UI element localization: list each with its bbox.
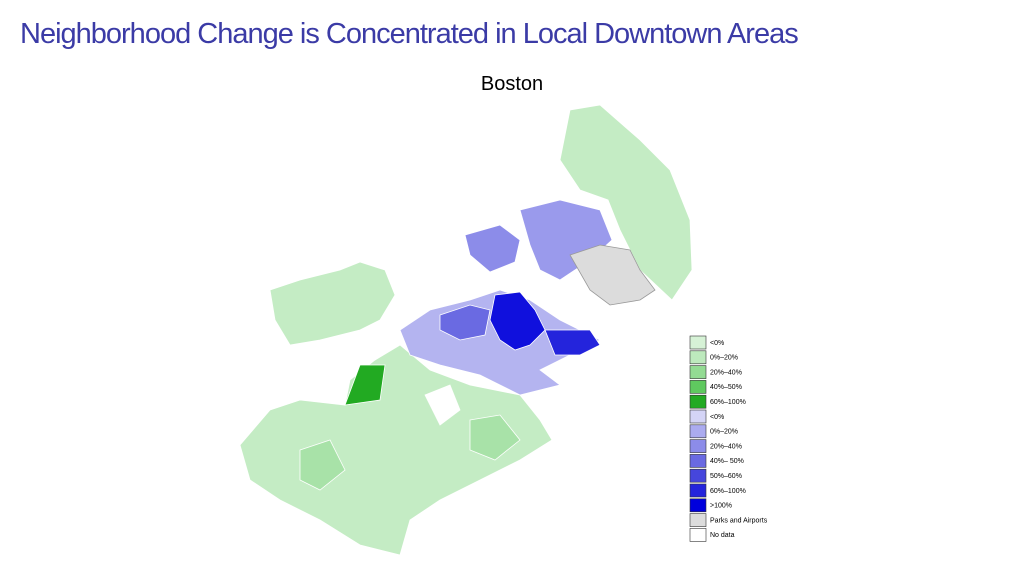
region bbox=[344, 364, 386, 406]
region bbox=[569, 244, 656, 306]
region bbox=[469, 414, 521, 461]
legend-label: <0% bbox=[710, 414, 724, 421]
legend-swatch bbox=[689, 454, 707, 468]
legend-label: <0% bbox=[710, 340, 724, 347]
legend-label: 60%–100% bbox=[710, 488, 746, 495]
legend-label: 20%–40% bbox=[710, 443, 742, 450]
legend-label: 60%–100% bbox=[710, 399, 746, 406]
legend-swatch bbox=[689, 424, 707, 439]
legend-label: 40%–50% bbox=[710, 384, 742, 391]
legend-swatch bbox=[689, 498, 707, 513]
region bbox=[439, 304, 491, 341]
map-regions bbox=[239, 104, 693, 556]
legend-swatch bbox=[689, 528, 707, 542]
subtitle: Boston bbox=[480, 73, 544, 95]
region bbox=[269, 261, 396, 346]
legend-label: 40%– 50% bbox=[710, 458, 744, 465]
legend-label: 0%–20% bbox=[710, 429, 738, 436]
region bbox=[559, 104, 693, 301]
title: Neighborhood Change is Concentrated in L… bbox=[20, 18, 799, 50]
legend-swatch bbox=[689, 380, 707, 394]
legend-swatch bbox=[689, 409, 707, 424]
region bbox=[299, 439, 346, 491]
region bbox=[489, 291, 546, 351]
legend-swatch bbox=[689, 365, 707, 379]
region bbox=[544, 329, 601, 356]
legend-swatch bbox=[689, 350, 707, 365]
legend-label: No data bbox=[710, 532, 735, 539]
legend-swatch bbox=[689, 513, 707, 527]
legend-label: 20%–40% bbox=[710, 369, 742, 376]
legend-swatch bbox=[689, 468, 707, 483]
legend-swatch bbox=[689, 335, 707, 350]
region bbox=[424, 384, 461, 426]
legend-swatch bbox=[689, 394, 707, 409]
legend-label: Parks and Airports bbox=[710, 517, 768, 524]
legend-label: 0%–20% bbox=[710, 355, 738, 362]
legend-label: >100% bbox=[710, 503, 732, 510]
region bbox=[464, 224, 521, 273]
legend-swatch bbox=[689, 483, 707, 498]
region bbox=[239, 344, 553, 556]
legend-swatch bbox=[689, 439, 707, 453]
legend-label: 50%–60% bbox=[710, 473, 742, 480]
